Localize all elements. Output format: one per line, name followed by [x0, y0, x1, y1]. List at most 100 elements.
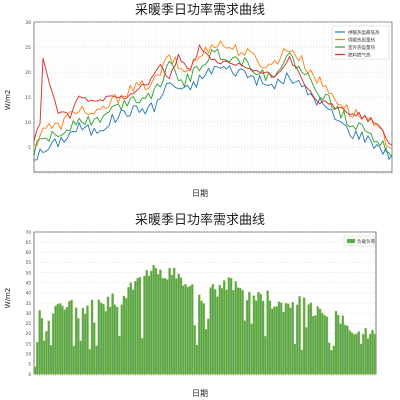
bar-y-tick-label: 35 [26, 301, 32, 306]
bar [339, 323, 342, 375]
bar [229, 278, 233, 375]
bar [152, 264, 155, 375]
bar [273, 306, 276, 375]
bar [330, 350, 333, 375]
bar [305, 327, 308, 375]
line-legend-label: 燃料燃气热 [348, 51, 371, 58]
bar [156, 274, 160, 375]
line-legend-label: 供暖热盈量热 [348, 36, 375, 43]
bar [197, 294, 201, 375]
bar [216, 296, 219, 375]
bar [49, 345, 53, 375]
bar [239, 287, 242, 375]
bar [33, 366, 37, 375]
bar [131, 289, 135, 375]
bar [286, 303, 290, 375]
line-legend-label: 供暖热盈最低热 [348, 29, 380, 36]
bar [289, 307, 292, 375]
bar [172, 267, 176, 375]
bar [280, 302, 283, 375]
bar [63, 309, 66, 375]
bar [104, 311, 107, 375]
bar [293, 343, 297, 375]
bar [202, 303, 205, 375]
bar [140, 338, 144, 375]
bar [42, 340, 46, 375]
bar [364, 328, 367, 375]
bar [327, 342, 331, 375]
bar [346, 325, 349, 375]
bar [40, 318, 44, 375]
bar [248, 291, 251, 375]
bar [316, 306, 319, 375]
bar-y-tick-label: 50 [26, 270, 32, 275]
line-y-tick-label: 5 [28, 145, 31, 151]
bar [368, 334, 372, 375]
bar [109, 306, 112, 375]
bar-legend-box [343, 235, 375, 247]
bar [115, 306, 119, 375]
line-series-4 [33, 44, 393, 146]
line-chart-figure: 5 10 15 20 25 30 采暖季日功率需求曲线 日期 W/m2 供暖热盈最低热 供暖… [4, 2, 393, 198]
bar [268, 300, 272, 375]
bar [227, 277, 231, 375]
bar [81, 307, 85, 375]
bar [298, 296, 301, 375]
bar [325, 316, 329, 375]
bar [86, 305, 89, 375]
bar [211, 284, 215, 375]
bar [166, 279, 169, 375]
bar [332, 345, 335, 375]
bar [77, 318, 80, 375]
bar [127, 287, 130, 375]
bar [204, 329, 208, 375]
line-chart-title: 采暖季日功率需求曲线 [135, 2, 265, 18]
bar [125, 298, 128, 375]
bar-y-tick-label: 5 [28, 362, 31, 367]
line-series-3 [33, 48, 393, 158]
bar [182, 285, 185, 375]
bar [97, 299, 101, 375]
bar [270, 308, 274, 375]
line-y-tick-label: 15 [25, 95, 31, 101]
bar [261, 300, 265, 375]
line-y-tick-label: 25 [25, 45, 31, 51]
bar [284, 303, 288, 375]
bar [321, 312, 324, 375]
bar [58, 303, 62, 375]
bar [70, 299, 73, 375]
bar [241, 290, 244, 375]
bar [250, 323, 253, 375]
bar [175, 278, 178, 375]
bar [353, 334, 356, 375]
bar [245, 300, 249, 375]
bar [138, 277, 142, 375]
bar-legend-label: 负载负荷 [357, 238, 375, 245]
bar [45, 331, 48, 375]
bar [252, 295, 256, 375]
bar [177, 273, 180, 375]
bar [188, 285, 192, 375]
line-y-tick-label: 10 [25, 120, 31, 126]
bar [163, 278, 167, 375]
bar [209, 287, 212, 375]
bar [359, 343, 363, 375]
bar [170, 274, 174, 375]
bar [314, 315, 317, 375]
bar [207, 318, 210, 375]
bar-y-tick-label: 25 [26, 321, 32, 326]
bar [282, 311, 285, 375]
bar-chart-figure: 0 5 10 15 20 25 30 35 40 45 50 55 60 65 70 采暖季日功率需求曲线 … [0, 210, 400, 400]
bar [143, 275, 146, 375]
bar-y-tick-label: 70 [26, 230, 32, 235]
bar [74, 307, 78, 375]
bar-y-tick-label: 30 [26, 311, 32, 316]
bar-y-tick-label: 60 [26, 250, 32, 255]
bar [257, 292, 260, 375]
bar [184, 284, 187, 375]
bar [65, 307, 69, 375]
bar [179, 277, 183, 375]
bar [95, 345, 98, 375]
bar [296, 304, 299, 375]
bar-y-tick-label: 0 [28, 372, 31, 377]
